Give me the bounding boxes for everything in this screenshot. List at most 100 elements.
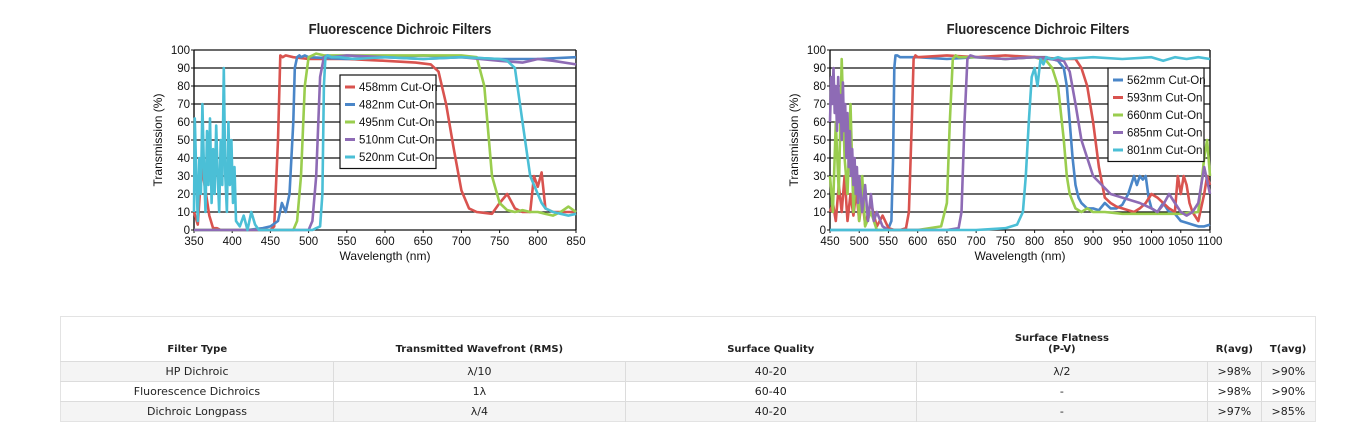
x-tick-label: 800 [1025, 236, 1044, 248]
x-tick-label: 650 [937, 236, 956, 248]
x-tick-label: 750 [490, 236, 509, 248]
cell-transmitted-wavefront: λ/4 [332, 401, 626, 422]
table-row: HP Dichroic λ/10 40-20 λ/2 >98% >90% [60, 361, 1316, 382]
y-tick-label: 10 [813, 207, 826, 219]
y-tick-label: 60 [813, 117, 826, 129]
header-surface-flatness: Surface Flatness (P-V) [1014, 333, 1109, 355]
x-tick-label: 700 [452, 236, 471, 248]
y-tick-label: 20 [813, 189, 826, 201]
legend-label: 685nm Cut-On [1127, 128, 1202, 140]
x-tick-label: 550 [337, 236, 356, 248]
legend-label: 801nm Cut-On [1127, 145, 1202, 157]
y-tick-label: 50 [813, 135, 826, 147]
chart-title: Fluorescence Dichroic Filters [308, 22, 492, 38]
y-tick-label: 50 [177, 135, 190, 147]
x-tick-label: 500 [299, 236, 318, 248]
x-tick-label: 350 [184, 236, 203, 248]
x-tick-label: 1100 [1198, 236, 1223, 248]
y-tick-label: 70 [177, 99, 190, 111]
legend-box [339, 74, 437, 170]
header-transmitted-wavefront: Transmitted Wavefront (RMS) [395, 344, 564, 355]
cell-surface-flatness: λ/2 [915, 361, 1208, 382]
y-tick-label: 30 [813, 171, 826, 183]
table-header-row: Filter Type Transmitted Wavefront (RMS) … [61, 317, 1316, 362]
y-tick-label: 80 [177, 81, 190, 93]
legend-label: 562mm Cut-On [1127, 75, 1206, 87]
legend-label: 495nm Cut-On [359, 117, 434, 129]
series-line [828, 54, 1212, 232]
x-tick-label: 450 [261, 236, 280, 248]
series-line [828, 54, 1212, 232]
legend-label: 510nm Cut-On [359, 135, 434, 147]
y-tick-label: 0 [820, 225, 826, 237]
legend-label: 482nm Cut-On [359, 100, 434, 112]
x-tick-label: 550 [879, 236, 898, 248]
x-tick-label: 1050 [1168, 236, 1194, 248]
cell-surface-quality: 40-20 [624, 361, 917, 382]
y-axis-label: Transmission (%) [151, 94, 165, 187]
x-tick-label: 800 [528, 236, 547, 248]
cell-t-avg: >90% [1260, 381, 1316, 402]
y-tick-label: 80 [813, 81, 826, 93]
cell-t-avg: >85% [1260, 401, 1316, 422]
y-tick-label: 90 [177, 63, 190, 75]
header-filter-type: Filter Type [167, 344, 228, 355]
x-tick-label: 500 [850, 236, 869, 248]
header-surface-quality: Surface Quality [727, 344, 815, 355]
y-tick-label: 100 [171, 45, 190, 57]
specs-table: Filter Type Transmitted Wavefront (RMS) … [60, 316, 1316, 422]
y-tick-label: 30 [177, 171, 190, 183]
cell-surface-quality: 40-20 [624, 401, 917, 422]
y-tick-label: 0 [184, 225, 190, 237]
y-tick-label: 90 [813, 63, 826, 75]
x-tick-label: 950 [1113, 236, 1132, 248]
cell-transmitted-wavefront: λ/10 [332, 361, 626, 382]
cell-r-avg: >98% [1206, 361, 1262, 382]
y-tick-label: 40 [177, 153, 190, 165]
x-tick-label: 750 [996, 236, 1015, 248]
series-line [192, 54, 577, 232]
chart-right: Fluorescence Dichroic Filters 0 10 20 30 40 5… [778, 18, 1298, 280]
chart-left: Fluorescence Dichroic Filters 0 10 20 30 40 5… [140, 18, 660, 280]
y-tick-label: 40 [813, 153, 826, 165]
legend-box [1107, 67, 1205, 163]
chart-title: Fluorescence Dichroic Filters [946, 22, 1130, 38]
y-tick-label: 20 [177, 189, 190, 201]
x-tick-label: 900 [1083, 236, 1102, 248]
y-tick-label: 10 [177, 207, 190, 219]
cell-surface-quality: 60-40 [624, 381, 917, 402]
x-tick-label: 600 [908, 236, 927, 248]
cell-surface-flatness: - [915, 381, 1208, 402]
x-tick-label: 600 [375, 236, 394, 248]
x-tick-label: 650 [414, 236, 433, 248]
x-tick-label: 850 [1054, 236, 1073, 248]
cell-r-avg: >98% [1206, 381, 1262, 402]
cell-r-avg: >97% [1206, 401, 1262, 422]
table-row: Dichroic Longpass λ/4 40-20 - >97% >85% [60, 401, 1316, 422]
x-tick-label: 850 [566, 236, 585, 248]
legend-label: 458mm Cut-On [359, 82, 438, 94]
table-row: Fluorescence Dichroics 1λ 60-40 - >98% >… [60, 381, 1316, 402]
x-tick-label: 450 [820, 236, 839, 248]
cell-t-avg: >90% [1260, 361, 1316, 382]
cell-transmitted-wavefront: 1λ [332, 381, 626, 402]
x-axis-label: Wavelength (nm) [340, 249, 431, 263]
x-tick-label: 700 [967, 236, 986, 248]
y-tick-label: 70 [813, 99, 826, 111]
cell-surface-flatness: - [915, 401, 1208, 422]
legend-label: 520nm Cut-On [359, 152, 434, 164]
header-t-avg: T(avg) [1269, 344, 1307, 355]
x-tick-label: 400 [223, 236, 242, 248]
legend-label: 593nm Cut-On [1127, 93, 1202, 105]
cell-filter-type: Fluorescence Dichroics [60, 381, 334, 402]
legend-label: 660nm Cut-On [1127, 110, 1202, 122]
x-axis-label: Wavelength (nm) [975, 249, 1066, 263]
y-axis-label: Transmission (%) [787, 94, 801, 187]
x-tick-label: 1000 [1139, 236, 1165, 248]
series-line [830, 55, 1211, 232]
header-r-avg: R(avg) [1215, 344, 1253, 355]
chart-right-plot: 0 10 20 30 40 50 60 70 80 90 100 450 500 550 600 650 700… [787, 45, 1223, 263]
y-tick-label: 100 [807, 45, 826, 57]
y-tick-label: 60 [177, 117, 190, 129]
cell-filter-type: HP Dichroic [60, 361, 334, 382]
